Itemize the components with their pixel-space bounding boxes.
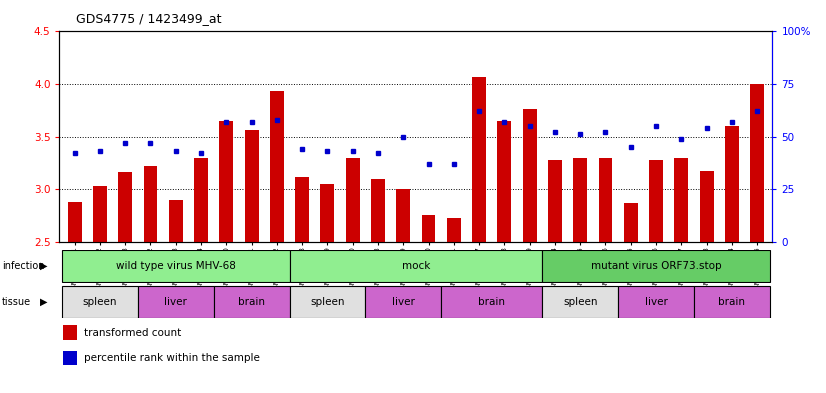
Text: brain: brain [478,297,506,307]
Text: spleen: spleen [311,297,344,307]
Text: percentile rank within the sample: percentile rank within the sample [84,353,260,363]
Bar [68,202,82,242]
Bar [548,160,562,242]
Bar [365,286,441,318]
Text: liver: liver [164,297,188,307]
Bar [750,84,764,242]
Text: brain: brain [719,297,745,307]
Bar [618,286,694,318]
Bar [295,176,309,242]
Text: wild type virus MHV-68: wild type virus MHV-68 [116,261,235,271]
Bar [244,130,259,242]
Text: ▶: ▶ [40,297,47,307]
Text: GDS4775 / 1423499_at: GDS4775 / 1423499_at [76,12,221,25]
Bar [62,250,289,282]
Bar [63,325,78,340]
Bar [543,286,618,318]
Text: ▶: ▶ [40,261,47,271]
Bar [649,160,663,242]
Text: mutant virus ORF73.stop: mutant virus ORF73.stop [591,261,721,271]
Bar [138,286,214,318]
Text: transformed count: transformed count [84,327,182,338]
Bar [725,126,738,242]
Bar [441,286,543,318]
Text: brain: brain [238,297,265,307]
Bar [144,166,158,242]
Text: liver: liver [392,297,415,307]
Text: liver: liver [644,297,667,307]
Bar [573,158,587,242]
Bar [169,200,183,242]
Bar [118,172,132,242]
Text: spleen: spleen [83,297,117,307]
Bar [694,286,770,318]
Bar [700,171,714,242]
Bar [674,158,688,242]
Bar [93,186,107,242]
Bar [447,217,461,242]
Bar [289,250,543,282]
Text: infection: infection [2,261,44,271]
Bar [63,351,78,365]
Bar [194,158,208,242]
Bar [371,178,385,242]
Bar [289,286,365,318]
Text: mock: mock [401,261,430,271]
Bar [523,109,537,242]
Bar [543,250,770,282]
Bar [624,203,638,242]
Bar [270,91,284,242]
Bar [421,215,435,242]
Bar [214,286,289,318]
Bar [472,77,486,242]
Text: tissue: tissue [2,297,31,307]
Bar [220,121,233,242]
Bar [62,286,138,318]
Bar [497,121,511,242]
Bar [396,189,411,242]
Bar [599,158,612,242]
Bar [346,158,359,242]
Bar [320,184,335,242]
Text: spleen: spleen [563,297,597,307]
